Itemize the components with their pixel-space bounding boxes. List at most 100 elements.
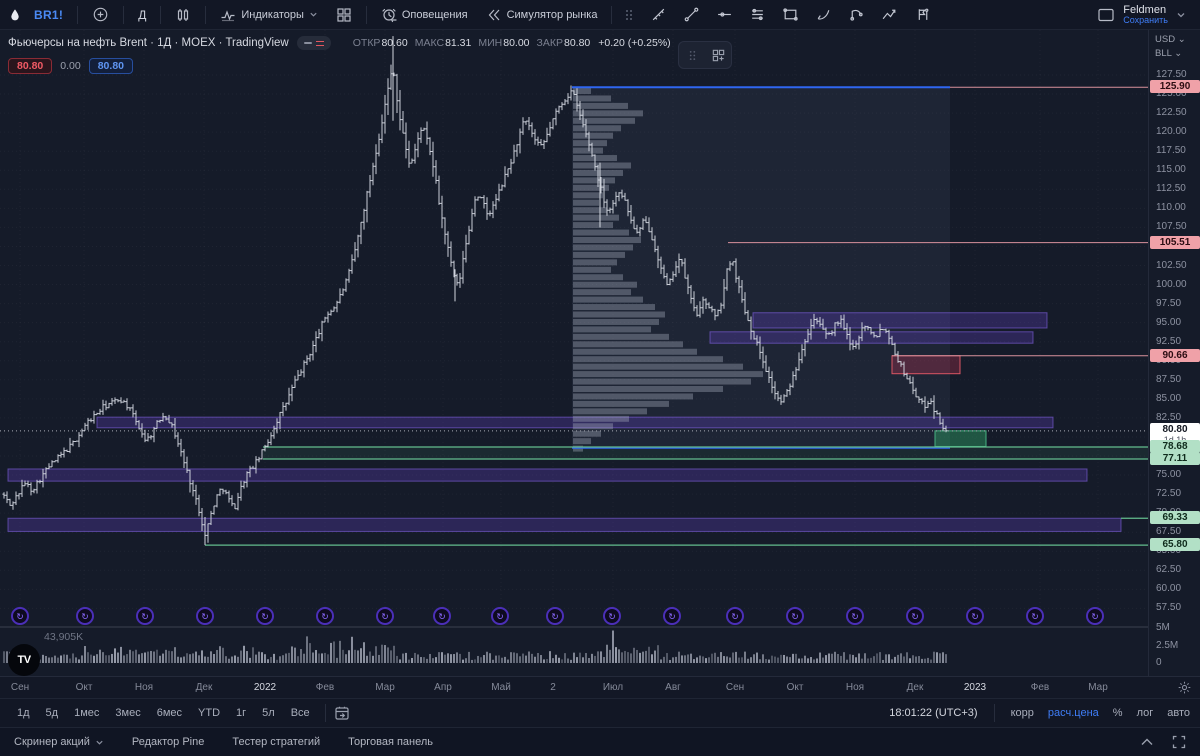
price-label-green[interactable]: 65.80 bbox=[1150, 538, 1200, 552]
interval-button[interactable]: Д bbox=[138, 7, 147, 22]
time-tick-2022[interactable]: 2022 bbox=[253, 682, 277, 693]
series-controls[interactable] bbox=[296, 36, 331, 50]
candlestick-series[interactable] bbox=[2, 64, 948, 543]
add-layout-grid-icon[interactable] bbox=[705, 42, 731, 68]
contract-rollover-icon[interactable]: ↻ bbox=[256, 607, 274, 625]
contract-rollover-icon[interactable]: ↻ bbox=[316, 607, 334, 625]
contract-rollover-icon[interactable]: ↻ bbox=[663, 607, 681, 625]
profile-box-zone[interactable] bbox=[572, 87, 950, 448]
chart-style-icon[interactable] bbox=[169, 4, 197, 26]
range-3мес[interactable]: 3мес bbox=[115, 707, 141, 719]
symbol-button[interactable]: BR1! bbox=[34, 7, 64, 22]
axis-option-%[interactable]: % bbox=[1112, 707, 1123, 719]
range-1г[interactable]: 1г bbox=[236, 707, 247, 719]
price-label-pink[interactable]: 90.66 bbox=[1150, 348, 1200, 362]
time-tick-Апр[interactable]: Апр bbox=[434, 682, 452, 693]
range-6мес[interactable]: 6мес bbox=[156, 707, 183, 719]
purple-zone[interactable] bbox=[96, 416, 1054, 429]
horizontal-line-tool-icon[interactable] bbox=[710, 3, 739, 26]
time-tick-Мар[interactable]: Мар bbox=[1088, 682, 1108, 693]
contract-rollover-icon[interactable]: ↻ bbox=[11, 607, 29, 625]
time-tick-Ноя[interactable]: Ноя bbox=[134, 682, 154, 693]
indicators-button[interactable]: Индикаторы bbox=[214, 4, 324, 26]
currency-selector[interactable]: USD ⌄ bbox=[1155, 34, 1186, 45]
time-tick-2023[interactable]: 2023 bbox=[963, 682, 987, 693]
chevron-down-icon[interactable] bbox=[1176, 10, 1186, 20]
chart-pane[interactable]: ↻ ↻ ↻ ↻ ↻ ↻ ↻ ↻ ↻ ↻ ↻ ↻ ↻ ↻ ↻ ↻ ↻ ↻ ↻ Фьючерсы на нефть Br… bbox=[0, 30, 1148, 676]
contract-rollover-icon[interactable]: ↻ bbox=[76, 607, 94, 625]
replay-button[interactable]: Симулятор рынка bbox=[480, 4, 604, 26]
contract-rollover-icon[interactable]: ↻ bbox=[1026, 607, 1044, 625]
time-tick-Окт[interactable]: Окт bbox=[786, 682, 804, 693]
red-zone[interactable] bbox=[891, 355, 961, 375]
contract-rollover-icon[interactable]: ↻ bbox=[726, 607, 744, 625]
layout-name[interactable]: Feldmen bbox=[1123, 4, 1167, 16]
clock[interactable]: 18:01:22 (UTC+3) bbox=[889, 707, 978, 719]
layout-panel-icon[interactable] bbox=[1097, 7, 1115, 23]
trend-line-tool-icon[interactable] bbox=[677, 3, 706, 26]
statusbar-item-1[interactable]: Редактор Pine bbox=[131, 736, 205, 748]
contract-rollover-icon[interactable]: ↻ bbox=[433, 607, 451, 625]
curve-tool-icon[interactable] bbox=[842, 3, 871, 26]
statusbar-item-3[interactable]: Торговая панель bbox=[348, 736, 434, 748]
time-tick-2[interactable]: 2 bbox=[550, 682, 556, 693]
range-5д[interactable]: 5д bbox=[45, 707, 59, 719]
time-tick-Сен[interactable]: Сен bbox=[725, 682, 745, 693]
unit-selector[interactable]: BLL ⌄ bbox=[1155, 48, 1183, 59]
time-tick-Май[interactable]: Май bbox=[491, 682, 511, 693]
alerts-button[interactable]: Оповещения bbox=[375, 4, 474, 26]
range-1мес[interactable]: 1мес bbox=[74, 707, 100, 719]
drag-handle-icon[interactable] bbox=[620, 8, 638, 22]
time-tick-Дек[interactable]: Дек bbox=[195, 682, 213, 693]
widget-drag-handle[interactable] bbox=[679, 42, 705, 68]
go-to-date-icon[interactable] bbox=[334, 705, 350, 721]
time-tick-Фев[interactable]: Фев bbox=[315, 682, 335, 693]
contract-rollover-icon[interactable]: ↻ bbox=[491, 607, 509, 625]
range-YTD[interactable]: YTD bbox=[198, 707, 221, 719]
save-layout-button[interactable]: Сохранить bbox=[1123, 15, 1168, 26]
buy-price-badge[interactable]: 80.80 bbox=[88, 58, 133, 74]
axis-option-авто[interactable]: авто bbox=[1167, 707, 1190, 719]
purple-zone[interactable] bbox=[7, 517, 1122, 532]
time-tick-Мар[interactable]: Мар bbox=[375, 682, 395, 693]
legend-title[interactable]: Фьючерсы на нефть Brent · 1Д · MOEX · Tr… bbox=[8, 37, 289, 49]
time-tick-Июл[interactable]: Июл bbox=[602, 682, 624, 693]
green-band-zone[interactable] bbox=[263, 447, 1148, 459]
time-tick-Окт[interactable]: Окт bbox=[75, 682, 93, 693]
measure-tool-icon[interactable] bbox=[644, 3, 673, 26]
statusbar-item-0[interactable]: Скринер акций bbox=[14, 736, 104, 748]
axis-option-расч.цена[interactable]: расч.цена bbox=[1047, 707, 1099, 719]
range-1д[interactable]: 1д bbox=[17, 707, 30, 719]
hide-series-icon[interactable] bbox=[303, 42, 312, 44]
contract-rollover-icon[interactable]: ↻ bbox=[966, 607, 984, 625]
axis-option-корр[interactable]: корр bbox=[1010, 707, 1034, 719]
indicator-templates-icon[interactable] bbox=[330, 4, 358, 26]
fullscreen-icon[interactable] bbox=[1172, 735, 1186, 749]
price-label-green[interactable]: 78.68 bbox=[1150, 440, 1200, 453]
contract-rollover-icon[interactable]: ↻ bbox=[846, 607, 864, 625]
contract-rollover-icon[interactable]: ↻ bbox=[196, 607, 214, 625]
contract-rollover-icon[interactable]: ↻ bbox=[786, 607, 804, 625]
compare-add-icon[interactable] bbox=[86, 3, 115, 26]
price-axis[interactable]: USD ⌄ BLL ⌄ 127.50 125.00 122.50 120.00 117.… bbox=[1148, 30, 1200, 676]
contract-rollover-icon[interactable]: ↻ bbox=[546, 607, 564, 625]
range-Все[interactable]: Все bbox=[290, 707, 310, 719]
purple-zone[interactable] bbox=[7, 468, 1088, 482]
time-tick-Фев[interactable]: Фев bbox=[1030, 682, 1050, 693]
green-zone[interactable] bbox=[934, 430, 987, 447]
time-tick-Дек[interactable]: Дек bbox=[906, 682, 924, 693]
time-tick-Ноя[interactable]: Ноя bbox=[845, 682, 865, 693]
sell-price-badge[interactable]: 80.80 bbox=[8, 58, 53, 74]
pattern-tool-icon[interactable] bbox=[908, 3, 937, 26]
price-label-green[interactable]: 69.33 bbox=[1150, 511, 1200, 525]
contract-rollover-icon[interactable]: ↻ bbox=[376, 607, 394, 625]
zigzag-tool-icon[interactable] bbox=[875, 3, 904, 26]
purple-zone[interactable] bbox=[752, 312, 1048, 329]
tradingview-logo[interactable]: TV bbox=[8, 644, 40, 676]
brush-tool-icon[interactable] bbox=[809, 3, 838, 26]
axis-option-лог[interactable]: лог bbox=[1136, 707, 1154, 719]
range-5л[interactable]: 5л bbox=[262, 707, 275, 719]
price-label-pink[interactable]: 105.51 bbox=[1150, 235, 1200, 249]
price-chart[interactable]: ↻ ↻ ↻ ↻ ↻ ↻ ↻ ↻ ↻ ↻ ↻ ↻ ↻ ↻ ↻ ↻ ↻ ↻ ↻ bbox=[0, 30, 1148, 676]
statusbar-item-2[interactable]: Тестер стратегий bbox=[232, 736, 321, 748]
